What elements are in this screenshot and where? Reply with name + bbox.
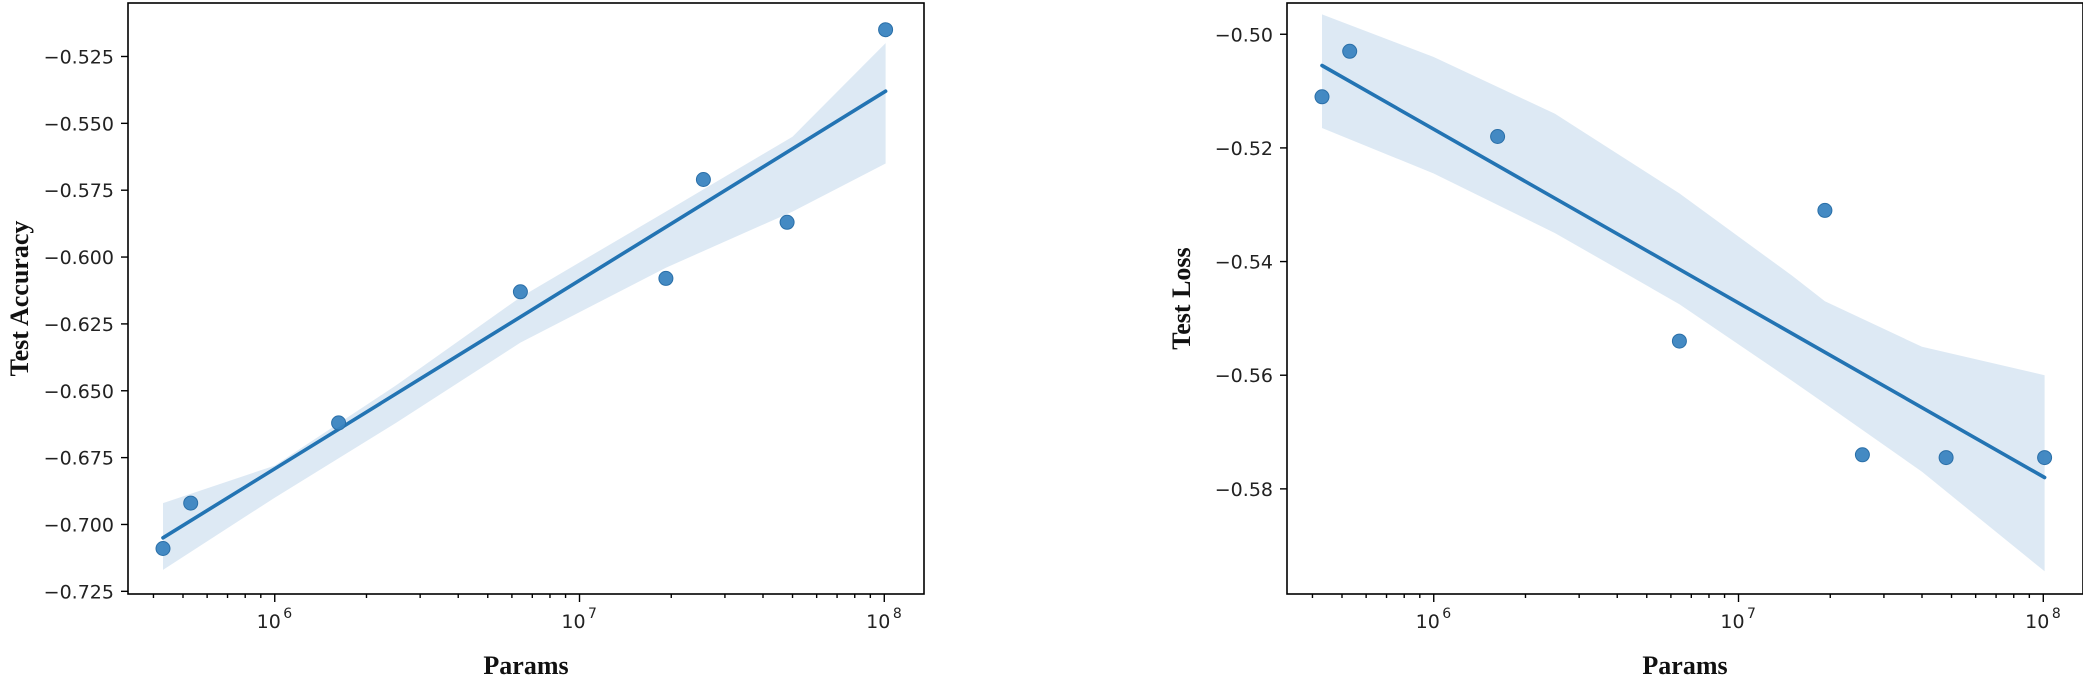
data-point [1938,450,1954,466]
y-tick-label: −0.650 [44,381,114,403]
data-point [1817,202,1833,218]
y-tick-label: −0.675 [44,448,114,470]
data-point [331,415,347,431]
data-point [1671,333,1687,349]
y-tick-label: −0.625 [44,314,114,336]
data-point [878,22,894,38]
x-tick-exponent: 6 [283,606,292,622]
data-point [2037,450,2053,466]
y-tick-label: −0.54 [1215,252,1273,274]
x-tick-label: 10 [1720,611,1744,633]
chart-left: −0.725 −0.700 −0.675 −0.650 −0.625 −0.600 −0.5… [5,2,925,678]
y-tick-label: −0.58 [1215,479,1273,501]
data-point [1314,89,1330,105]
y-axis-title: Test Accuracy [5,221,34,377]
data-point [658,270,674,286]
data-point [1854,447,1870,463]
y-tick-label: −0.575 [44,180,114,202]
plot-frame [1286,2,2083,595]
x-axis-title: Params [1642,651,1727,678]
x-tick-label: 10 [866,611,890,633]
data-point [779,214,795,230]
confidence-band [1322,14,2045,572]
y-tick-label: −0.700 [44,514,114,536]
y-tick-label: −0.725 [44,581,114,603]
x-axis-title: Params [483,651,568,678]
x-tick-label: 10 [2025,611,2049,633]
confidence-band [163,43,886,570]
regression-line [1320,63,2047,480]
x-tick-exponent: 7 [588,606,597,622]
y-tick-label: −0.50 [1215,24,1273,46]
x-tick-exponent: 8 [2052,606,2061,622]
x-tick-label: 10 [561,611,585,633]
data-point [695,172,711,187]
x-tick-exponent: 6 [1442,606,1451,622]
regression-line [161,89,888,540]
plot-frame [127,2,925,595]
y-tick-label: −0.600 [44,247,114,269]
y-tick-label: −0.56 [1215,365,1273,387]
y-tick-label: −0.525 [44,46,114,68]
y-tick-label: −0.52 [1215,138,1273,160]
x-tick-label: 10 [257,611,281,633]
data-point [183,495,199,511]
y-axis-title: Test Loss [1167,247,1196,349]
data-point [155,541,171,556]
data-point [1342,43,1358,59]
x-tick-exponent: 7 [1747,606,1756,622]
x-tick-label: 10 [1416,611,1440,633]
data-point [512,284,528,300]
y-tick-label: −0.550 [44,113,114,135]
x-tick-exponent: 8 [893,606,902,622]
data-point [1490,129,1506,144]
